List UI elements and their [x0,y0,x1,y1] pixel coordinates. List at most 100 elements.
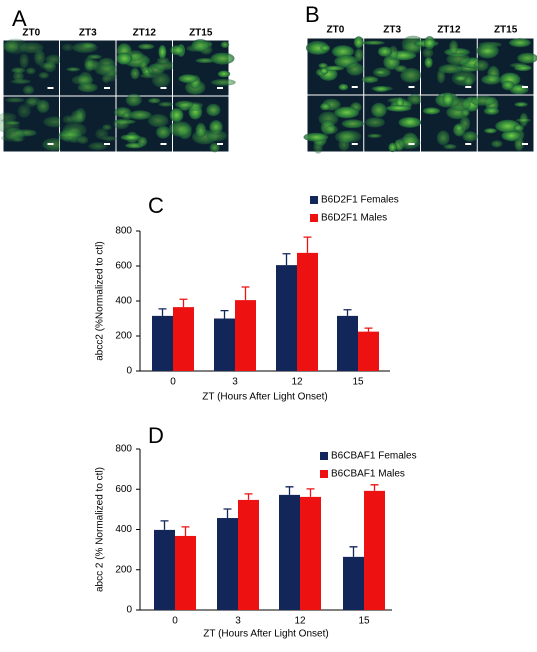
scale-bar [160,87,167,89]
tissue [138,43,155,50]
tissue [24,97,38,108]
legend-swatch [310,214,318,222]
error-bar [181,526,190,536]
tissue [323,65,345,71]
scale-bar [160,143,167,145]
x-tick-label: 3 [235,616,241,627]
tissue [12,137,24,143]
tissue [84,56,95,72]
tissue [367,133,382,138]
y-axis-label: abcc2 (%Normalized to ctl) [95,241,106,360]
tissue [388,142,397,153]
tissue [71,75,94,86]
tissue [443,144,457,150]
tissue [464,76,474,87]
tissue [476,43,499,59]
column-label: ZT0 [326,25,344,36]
scale-bar [522,143,528,145]
tissue [470,95,496,106]
bar [173,307,194,371]
tissue [45,54,62,65]
bar [175,535,196,610]
tissue [155,125,171,139]
bar [154,529,175,610]
tissue [130,67,140,80]
tissue [61,43,74,52]
tissue [147,113,169,128]
tissue [491,140,503,148]
tissue [454,124,464,132]
tissue [509,62,528,68]
tissue [501,130,522,142]
tissue [461,108,470,117]
y-tick-label: 600 [115,484,132,495]
scale-bar [351,86,358,88]
column-label: ZT12 [133,28,157,39]
tissue [42,138,66,151]
tissue [169,108,184,123]
error-bar [223,508,232,519]
tissue [341,119,364,129]
tissue [514,137,524,151]
tissue [106,69,117,82]
tissue [116,52,133,65]
tissue [170,45,185,56]
tissue [422,107,441,115]
x-tick-label: 3 [232,377,238,388]
panel-label: A [12,6,27,31]
column-label: ZT3 [383,25,401,36]
tissue [156,57,170,64]
column-label: ZT3 [79,28,97,39]
tissue [320,67,329,75]
tissue [17,104,31,118]
tissue [206,130,228,142]
tissue [474,60,489,71]
tissue [362,40,385,45]
tissue [158,101,173,107]
legend-label: B6D2F1 Females [321,195,399,206]
bar [152,315,173,371]
legend-label: B6CBAF1 Males [331,469,405,480]
scale-bar [351,143,358,145]
tissue [319,102,331,111]
y-tick-label: 800 [115,444,132,455]
bar [297,252,318,371]
error-bar [220,309,229,319]
tissue [325,124,338,135]
tissue [508,38,531,48]
tissue [88,142,108,151]
tissue [77,135,89,144]
x-tick-label: 0 [170,377,176,388]
x-tick-label: 12 [291,377,303,388]
error-bar [282,253,291,266]
scale-bar [217,87,223,89]
bar [235,300,256,371]
column-label: ZT0 [22,28,40,39]
legend-label: B6CBAF1 Females [331,451,417,462]
tissue [22,85,35,95]
bar [238,499,259,610]
tissue [125,93,142,107]
error-bar [158,308,167,316]
tissue [152,72,171,88]
bar [364,490,385,610]
legend-swatch [320,470,328,478]
tissue [386,104,412,112]
tissue [449,40,459,55]
tissue [195,58,215,64]
y-tick-label: 600 [115,261,132,272]
tissue [361,76,379,84]
panel-label: C [148,193,164,218]
error-bar [241,286,250,301]
tissue [438,64,463,74]
tissue [462,131,478,142]
scale-bar [522,86,528,88]
error-bar [160,520,169,530]
tissue [38,71,50,79]
tissue [77,82,98,93]
scale-bar [408,86,415,88]
tissue [195,122,207,138]
tissue [4,120,21,125]
tissue [501,80,515,91]
